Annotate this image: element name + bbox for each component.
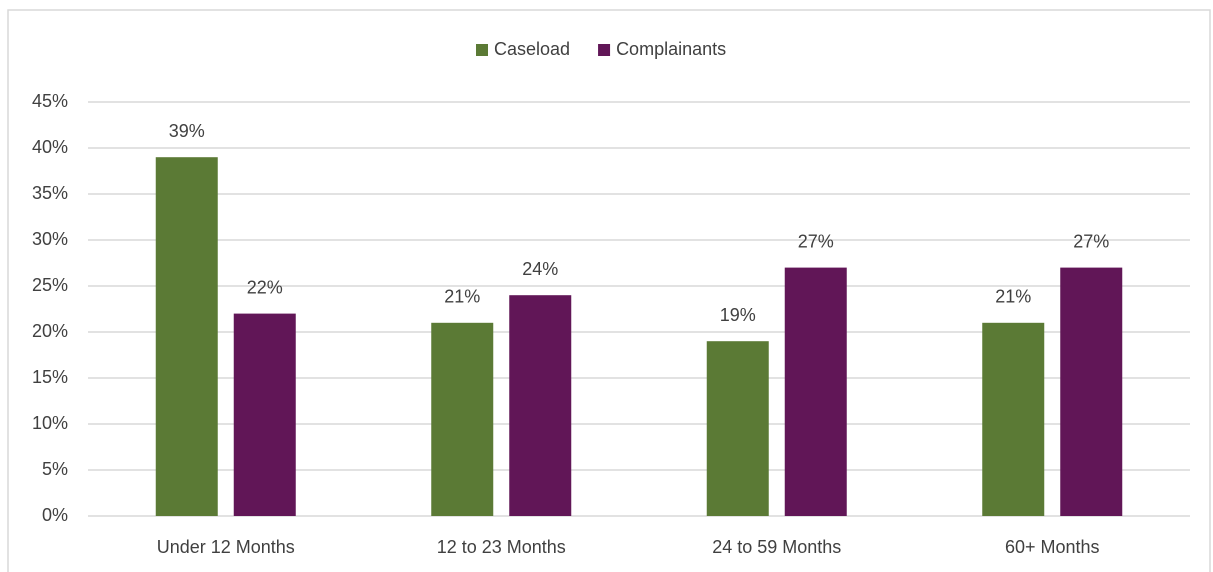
bar	[509, 295, 572, 516]
x-tick-label: Under 12 Months	[157, 537, 295, 557]
y-tick-label: 15%	[32, 367, 68, 387]
y-tick-label: 35%	[32, 183, 68, 203]
y-tick-label: 5%	[42, 459, 68, 479]
legend-label: Complainants	[616, 39, 726, 59]
y-tick-label: 10%	[32, 413, 68, 433]
data-label: 24%	[522, 259, 558, 279]
legend-swatch	[476, 44, 488, 56]
y-tick-label: 20%	[32, 321, 68, 341]
data-label: 39%	[169, 121, 205, 141]
x-tick-label: 24 to 59 Months	[712, 537, 841, 557]
bar	[233, 313, 296, 516]
legend-swatch	[598, 44, 611, 56]
data-label: 27%	[798, 231, 834, 251]
x-tick-label: 60+ Months	[1005, 537, 1100, 557]
x-tick-label: 12 to 23 Months	[437, 537, 566, 557]
legend-label: Caseload	[494, 39, 570, 59]
y-tick-label: 45%	[32, 91, 68, 111]
y-tick-label: 25%	[32, 275, 68, 295]
data-label: 22%	[247, 277, 283, 297]
bar	[1060, 267, 1123, 516]
data-label: 21%	[444, 287, 480, 307]
bar	[784, 267, 847, 516]
bar	[982, 322, 1045, 516]
bar	[155, 157, 218, 516]
y-tick-label: 0%	[42, 505, 68, 525]
y-tick-label: 30%	[32, 229, 68, 249]
data-label: 21%	[995, 287, 1031, 307]
data-label: 27%	[1073, 231, 1109, 251]
y-tick-label: 40%	[32, 137, 68, 157]
bar	[431, 322, 494, 516]
data-label: 19%	[720, 305, 756, 325]
bar	[706, 341, 769, 516]
